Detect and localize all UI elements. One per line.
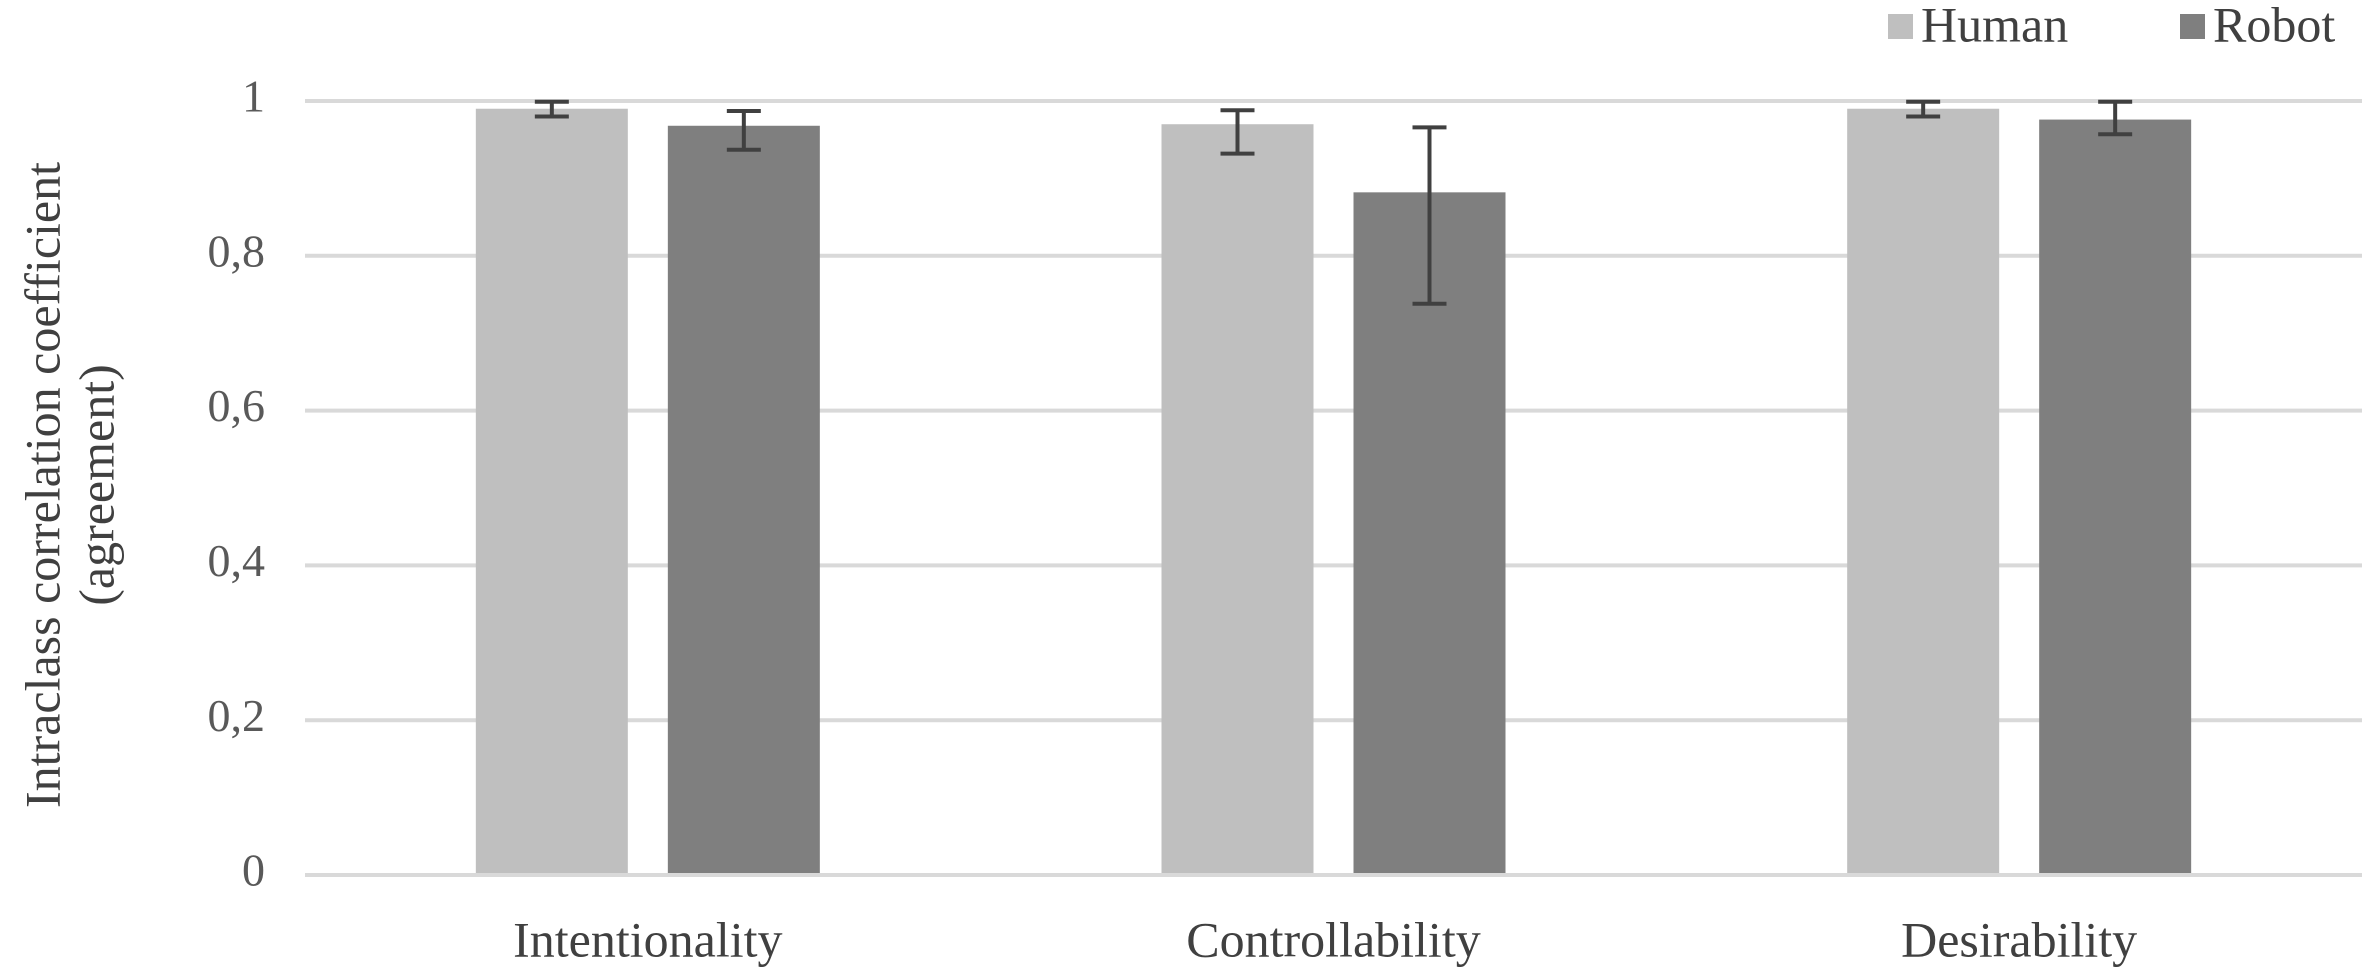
y-axis-label: Intraclass correlation coefficient (agre… — [14, 162, 124, 808]
y-tick-label: 1 — [242, 71, 265, 122]
y-axis-label-line-1: Intraclass correlation coefficient — [14, 162, 70, 808]
bar-human — [1847, 108, 2000, 876]
legend-label-human: Human — [1921, 0, 2068, 52]
y-tick-label: 0,2 — [208, 690, 266, 741]
legend-swatch-robot — [2180, 14, 2205, 39]
bar-human — [1161, 124, 1314, 876]
bars — [475, 108, 2192, 876]
legend-swatch-human — [1888, 14, 1913, 39]
y-tick-label: 0,4 — [208, 535, 266, 586]
x-axis-categories: Intentionality Controllability Desirabilit… — [305, 873, 2362, 967]
y-tick-label: 0,6 — [208, 380, 266, 431]
bar-human — [475, 108, 628, 876]
x-category-label: Controllability — [1186, 911, 1480, 967]
bar-robot — [2039, 119, 2192, 876]
x-category-label: Intentionality — [513, 911, 782, 967]
y-axis-ticks: 0 0,2 0,4 0,6 0,8 1 — [208, 71, 266, 896]
y-tick-label: 0,8 — [208, 225, 266, 276]
bar-robot — [1353, 192, 1506, 875]
legend-label-robot: Robot — [2213, 0, 2335, 52]
y-tick-label: 0 — [242, 845, 265, 896]
legend: Human Robot — [1888, 0, 2335, 52]
error-bars — [534, 99, 2133, 306]
y-axis-label-line-2: (agreement) — [68, 364, 124, 606]
bar-robot — [667, 125, 820, 875]
x-category-label: Desirability — [1901, 911, 2137, 967]
